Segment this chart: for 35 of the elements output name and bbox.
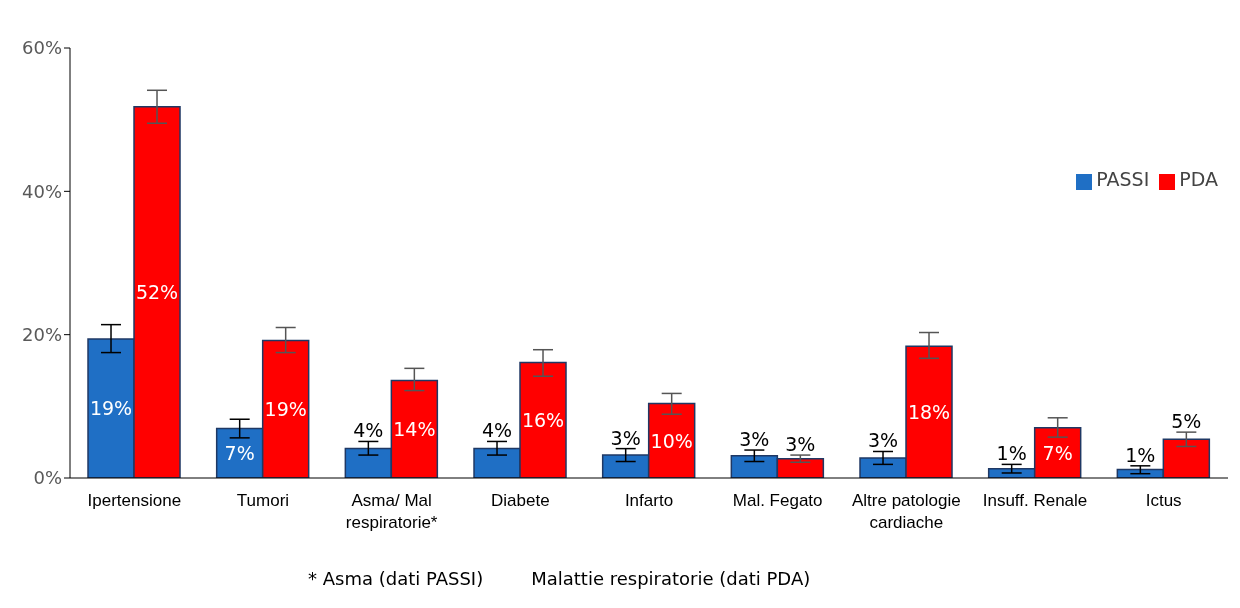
text: Malattie respiratorie (dati PDA)	[531, 568, 811, 589]
text: * Asma (dati PASSI)	[308, 568, 484, 589]
x-tick-label: Ipertensione	[87, 491, 182, 510]
x-tick-label: Ictus	[1145, 491, 1182, 510]
data-label: 1%	[996, 442, 1027, 465]
data-label: 4%	[481, 419, 513, 442]
legend-label: PDA	[1179, 168, 1218, 190]
x-tick-label: Tumori	[236, 491, 290, 510]
data-label: 19%	[89, 397, 133, 420]
y-tick-label: 20%	[21, 324, 62, 346]
y-tick-label: 0%	[33, 467, 62, 489]
x-tick-label: Infarto	[624, 491, 674, 510]
x-tick-label: Diabete	[491, 491, 550, 510]
data-label: 19%	[264, 398, 307, 421]
y-tick-label: 60%	[21, 37, 62, 59]
x-tick-label: Altre patologie cardiache	[851, 491, 961, 532]
data-label: 5%	[1171, 410, 1202, 433]
data-label: 7%	[224, 442, 255, 465]
data-label: 3%	[739, 428, 770, 451]
data-label: 3%	[867, 429, 899, 452]
legend-label: PASSI	[1096, 168, 1150, 190]
y-tick-label: 40%	[21, 180, 62, 202]
data-label: 52%	[135, 281, 179, 304]
data-label: 7%	[1042, 441, 1073, 464]
data-label: 4%	[353, 419, 384, 442]
data-label: 16%	[521, 409, 565, 432]
data-label: 14%	[393, 418, 436, 441]
data-label: 18%	[907, 401, 951, 424]
data-label: 10%	[650, 429, 693, 452]
data-label: 3%	[610, 426, 641, 449]
x-tick-label: Asma/ Mal respiratorie*	[345, 491, 438, 532]
data-label: 3%	[785, 433, 816, 456]
x-tick-label: Mal. Fegato	[732, 491, 823, 510]
x-tick-label: Insuff. Renale	[982, 491, 1088, 510]
data-label: 1%	[1125, 443, 1156, 466]
